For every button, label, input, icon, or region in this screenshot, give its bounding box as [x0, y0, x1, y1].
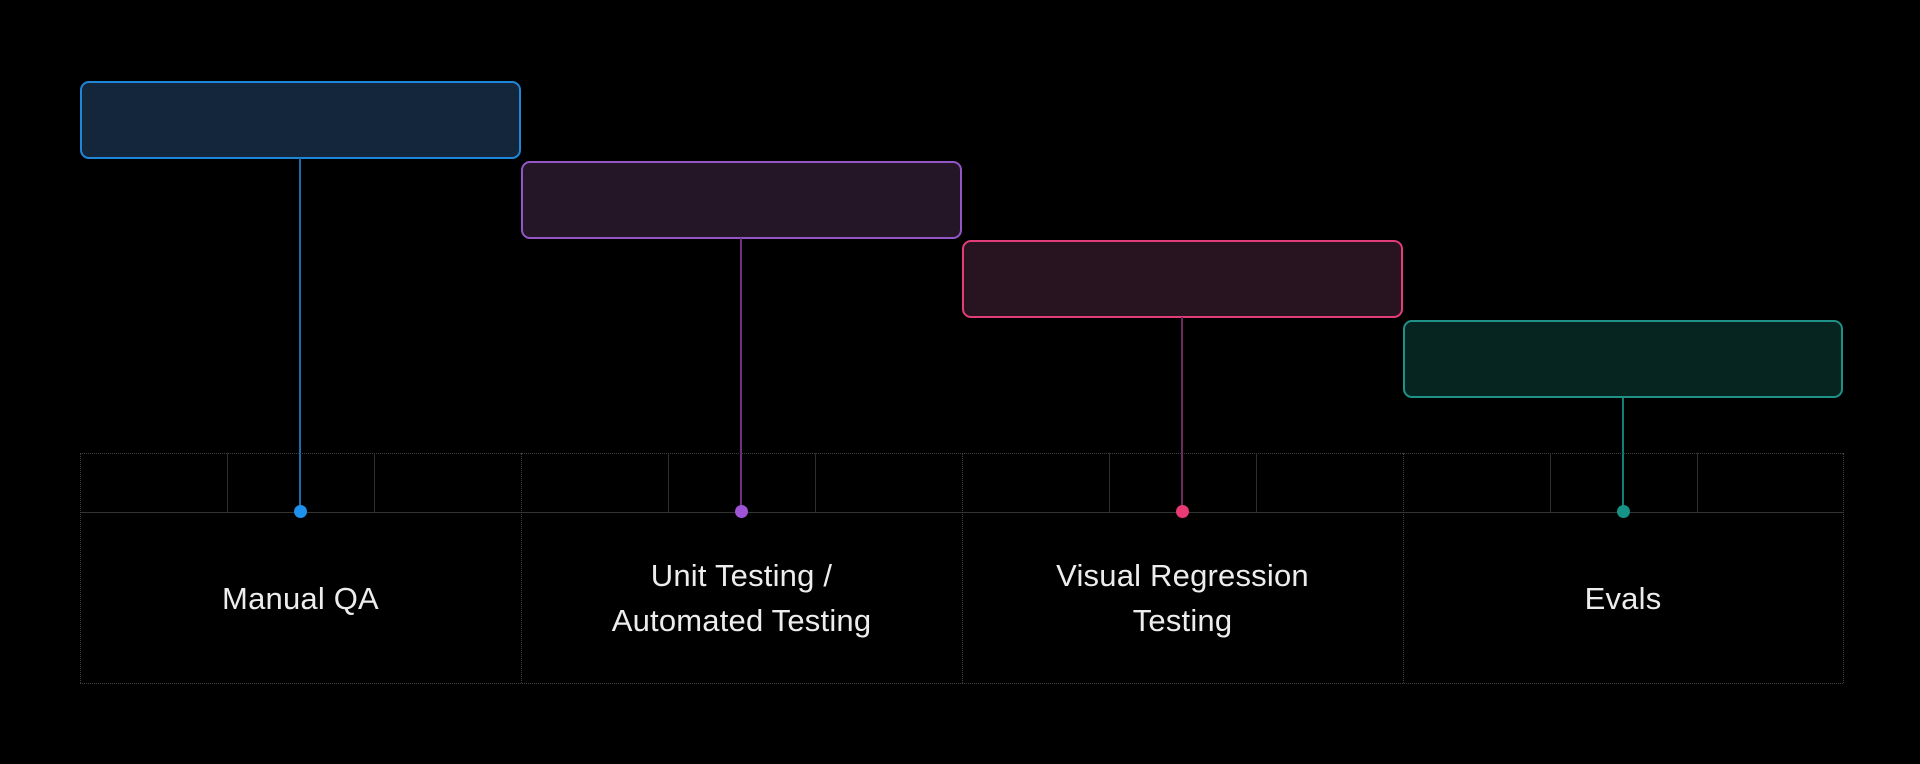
- ruler-tick: [815, 453, 816, 512]
- column-boundary: [521, 453, 522, 683]
- column-boundary: [1403, 453, 1404, 683]
- ruler-tick: [1109, 453, 1110, 512]
- stage-label-visual-regression-testing: Visual Regression Testing: [1056, 558, 1309, 638]
- ruler-tick: [1256, 453, 1257, 512]
- ruler-tick: [668, 453, 669, 512]
- stage-box-unit-automated-testing: [521, 161, 962, 239]
- column-boundary: [1843, 453, 1844, 683]
- ruler-top-line: [80, 453, 1843, 454]
- connector-line-unit-automated-testing: [740, 238, 742, 512]
- ruler-baseline: [80, 512, 1843, 513]
- timeline-dot-visual-regression-testing: [1176, 505, 1189, 518]
- ruler-tick: [227, 453, 228, 512]
- column-boundary: [962, 453, 963, 683]
- stage-box-manual-qa: [80, 81, 521, 159]
- ruler-tick: [1697, 453, 1698, 512]
- stage-label-evals: Evals: [1584, 580, 1662, 616]
- timeline-dot-evals: [1617, 505, 1630, 518]
- stage-label-unit-automated-testing: Unit Testing / Automated Testing: [611, 558, 872, 638]
- ruler-tick: [1550, 453, 1551, 512]
- column-boundary: [80, 453, 81, 683]
- timeline-dot-unit-automated-testing: [735, 505, 748, 518]
- ruler-bottom-line: [80, 683, 1843, 684]
- stage-box-evals: [1403, 320, 1843, 398]
- connector-line-manual-qa: [299, 158, 301, 512]
- connector-line-evals: [1622, 398, 1624, 512]
- connector-line-visual-regression-testing: [1181, 317, 1183, 512]
- timeline-dot-manual-qa: [294, 505, 307, 518]
- stage-box-visual-regression-testing: [962, 240, 1403, 318]
- ruler-tick: [374, 453, 375, 512]
- stage-label-manual-qa: Manual QA: [222, 580, 379, 616]
